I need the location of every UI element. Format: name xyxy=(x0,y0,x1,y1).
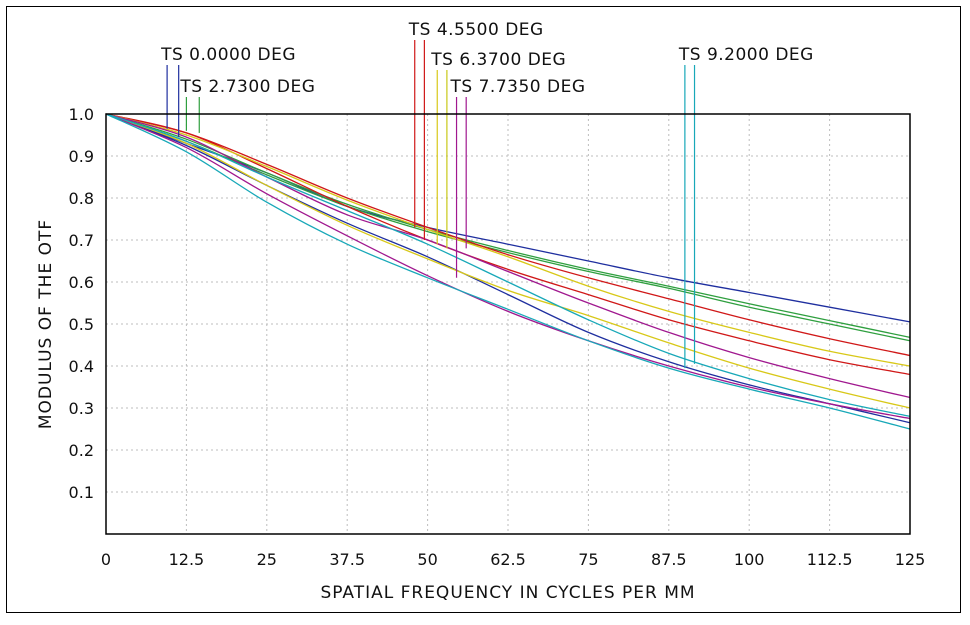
y-tick-label: 0.8 xyxy=(69,189,94,208)
series-lines xyxy=(105,113,911,430)
x-tick-label: 50 xyxy=(417,550,437,569)
y-tick-label: 1.0 xyxy=(69,105,94,124)
legend-label: TS 6.3700 DEG xyxy=(430,50,566,70)
y-tick-label: 0.3 xyxy=(69,399,94,418)
x-tick-label: 0 xyxy=(101,550,111,569)
series-line xyxy=(105,113,911,418)
x-tick-label: 125 xyxy=(895,550,926,569)
legend-label: TS 4.5500 DEG xyxy=(408,20,544,40)
x-tick-label: 12.5 xyxy=(169,550,205,569)
grid xyxy=(106,114,910,534)
x-tick-labels: 0 12.5 25 37.5 50 62.5 75 87.5 100 112.5 125 xyxy=(101,550,925,569)
y-tick-label: 0.4 xyxy=(69,357,94,376)
series-line xyxy=(105,113,911,420)
x-tick-label: 100 xyxy=(734,550,765,569)
y-tick-label: 0.7 xyxy=(69,231,94,250)
x-axis-title: SPATIAL FREQUENCY IN CYCLES PER MM xyxy=(320,583,695,603)
legend-label: TS 7.7350 DEG xyxy=(450,77,586,97)
series-line xyxy=(105,113,911,430)
series-line xyxy=(105,113,911,424)
y-tick-label: 0.6 xyxy=(69,273,94,292)
y-tick-label: 0.2 xyxy=(69,441,94,460)
series-line xyxy=(105,113,911,357)
x-tick-label: 75 xyxy=(578,550,598,569)
y-tick-label: 0.1 xyxy=(69,483,94,502)
y-axis-title: MODULUS OF THE OTF xyxy=(36,219,56,429)
x-tick-label: 112.5 xyxy=(807,550,853,569)
series-line xyxy=(105,113,911,323)
y-tick-label: 0.5 xyxy=(69,315,94,334)
x-tick-label: 37.5 xyxy=(329,550,365,569)
y-tick-labels: 0.1 0.2 0.3 0.4 0.5 0.6 0.7 0.8 0.9 1.0 xyxy=(69,105,94,502)
legend-label: TS 0.0000 DEG xyxy=(160,45,296,65)
x-tick-label: 62.5 xyxy=(490,550,526,569)
series-line xyxy=(105,113,911,399)
x-tick-label: 87.5 xyxy=(651,550,687,569)
series-line xyxy=(105,113,911,367)
plot-area xyxy=(105,113,911,535)
y-tick-label: 0.9 xyxy=(69,147,94,166)
x-tick-label: 25 xyxy=(257,550,277,569)
legend-markers xyxy=(166,40,696,369)
legend-label: TS 2.7300 DEG xyxy=(179,77,315,97)
series-line xyxy=(105,113,911,409)
series-line xyxy=(105,113,911,339)
legend-label: TS 9.2000 DEG xyxy=(678,45,814,65)
chart-frame xyxy=(6,6,961,613)
legend-labels: TS 0.0000 DEG TS 2.7300 DEG TS 4.5500 DEG T… xyxy=(160,20,814,97)
